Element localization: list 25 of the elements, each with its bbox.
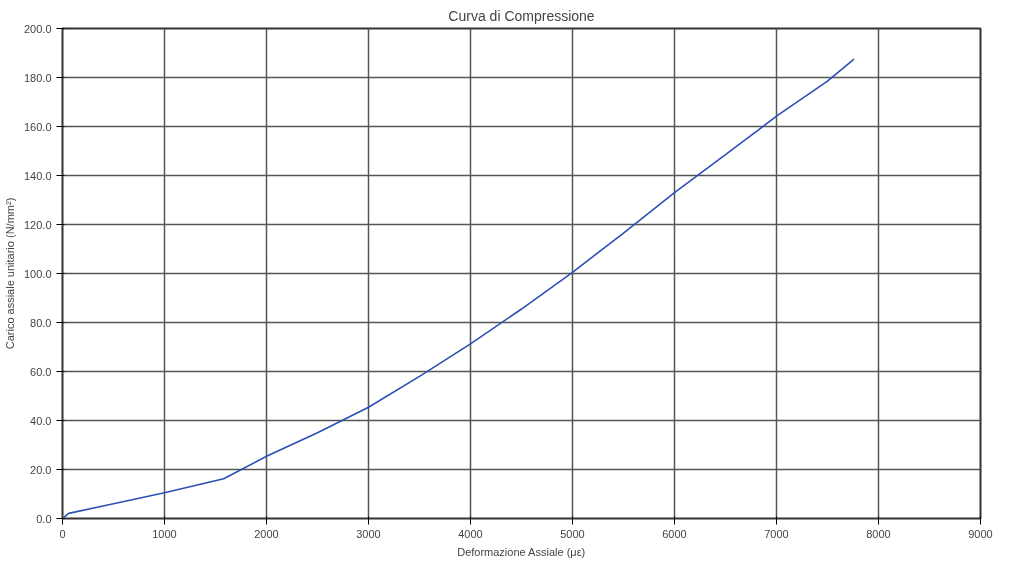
y-tick-label: 80.0	[30, 316, 52, 329]
x-tick-label: 5000	[560, 527, 585, 540]
line-series	[62, 58, 855, 519]
x-tick-label: 0	[59, 527, 66, 540]
x-tick-label: 9000	[968, 527, 993, 540]
chart-title: Curva di Compressione	[448, 7, 595, 24]
y-tick-label: 40.0	[30, 414, 52, 427]
y-tick-label: 180.0	[23, 71, 52, 84]
y-tick-label: 20.0	[30, 463, 52, 476]
y-tick-label: 160.0	[23, 120, 52, 133]
y-tick-label: 140.0	[23, 169, 52, 182]
x-tick-label: 4000	[458, 527, 483, 540]
x-tick-label: 1000	[152, 527, 177, 540]
x-tick-label: 6000	[662, 527, 687, 540]
x-tick-label: 3000	[356, 527, 381, 540]
y-tick-label: 120.0	[23, 218, 52, 231]
y-tick-label: 100.0	[23, 267, 52, 280]
x-axis-title: Deformazione Assiale (με)	[457, 545, 586, 558]
x-tick-label: 7000	[764, 527, 789, 540]
y-tick-label: 0.0	[36, 512, 52, 525]
x-tick-label: 2000	[254, 527, 279, 540]
y-axis-title: Carico assiale unitario (N/mm²)	[3, 197, 16, 350]
y-tick-label: 200.0	[23, 22, 52, 35]
y-tick-label: 60.0	[30, 365, 52, 378]
x-tick-label: 8000	[866, 527, 891, 540]
